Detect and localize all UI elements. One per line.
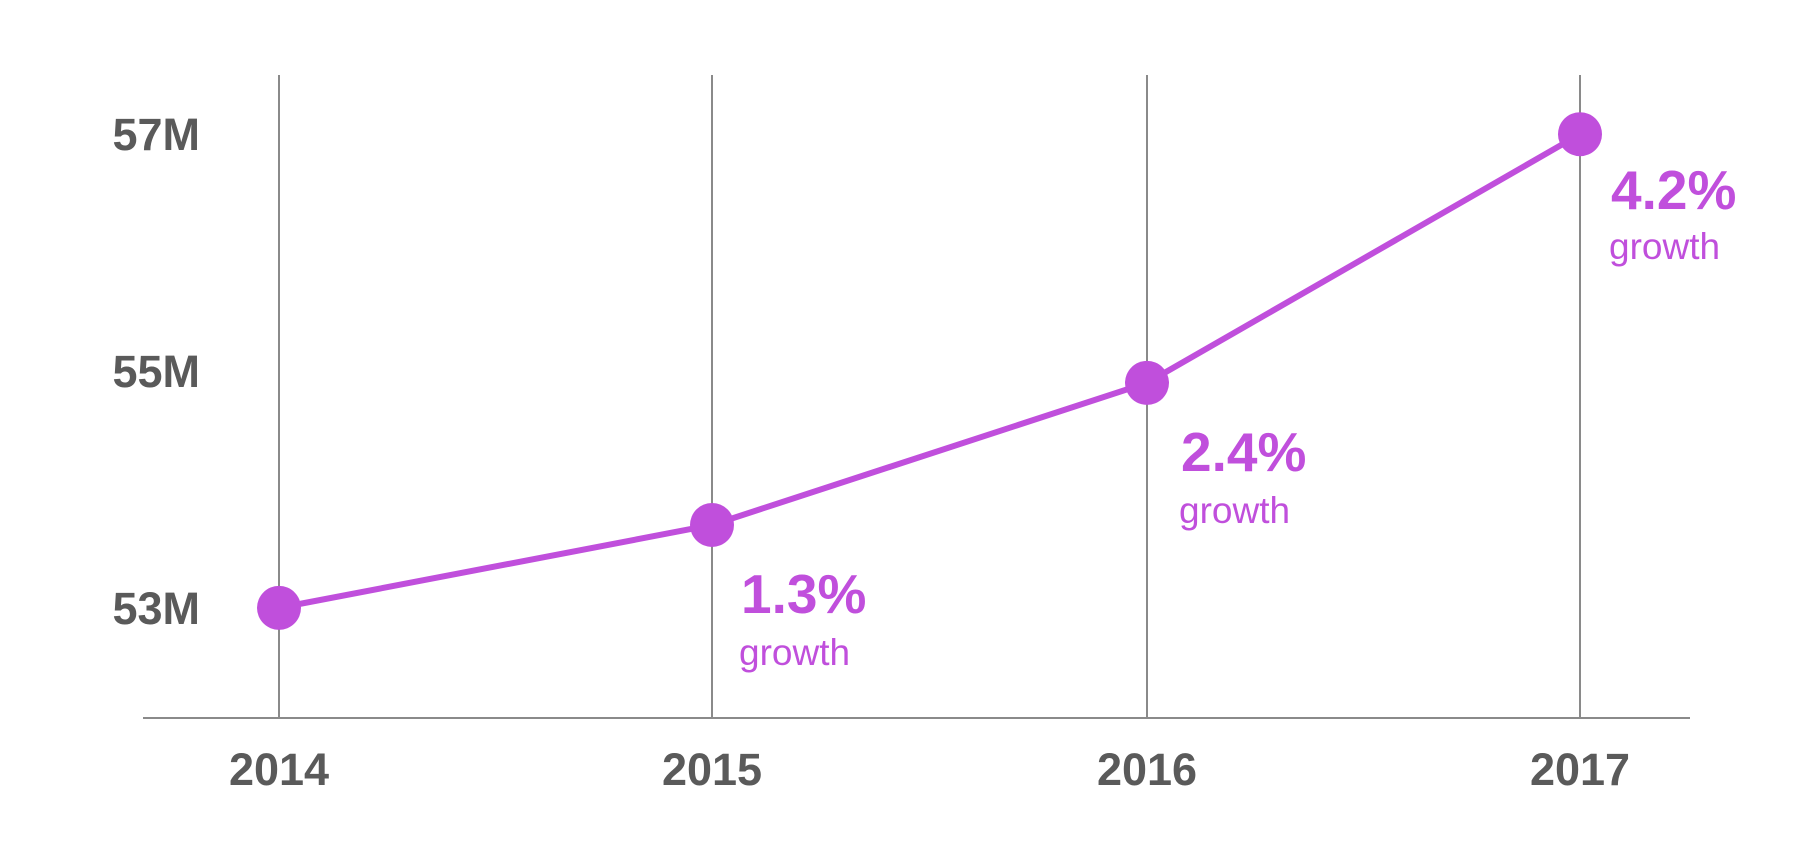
x-tick-label: 2014 (229, 744, 329, 795)
growth-percent-label: 2.4% (1181, 421, 1306, 483)
data-point-2015 (690, 502, 734, 547)
y-tick-label: 55M (112, 346, 200, 397)
growth-caption-label: growth (1609, 226, 1720, 267)
growth-percent-label: 4.2% (1611, 159, 1736, 221)
series-line (276, 131, 1583, 611)
growth-caption-label: growth (739, 632, 850, 673)
data-point-2017 (1558, 112, 1602, 157)
label-layer: 2014 2015 2016 2017 53M 55M 57M 1.3% growth 2.4% g… (112, 109, 1736, 795)
growth-percent-label: 1.3% (741, 563, 866, 625)
grid-layer (278, 75, 1581, 718)
data-point-2016 (1125, 360, 1169, 405)
growth-caption-label: growth (1179, 490, 1290, 531)
data-point-2014 (257, 585, 301, 630)
y-tick-label: 53M (112, 583, 200, 634)
series-layer (257, 112, 1602, 630)
x-tick-label: 2016 (1097, 744, 1197, 795)
x-tick-label: 2017 (1530, 744, 1630, 795)
x-tick-label: 2015 (662, 744, 762, 795)
y-tick-label: 57M (112, 109, 200, 160)
